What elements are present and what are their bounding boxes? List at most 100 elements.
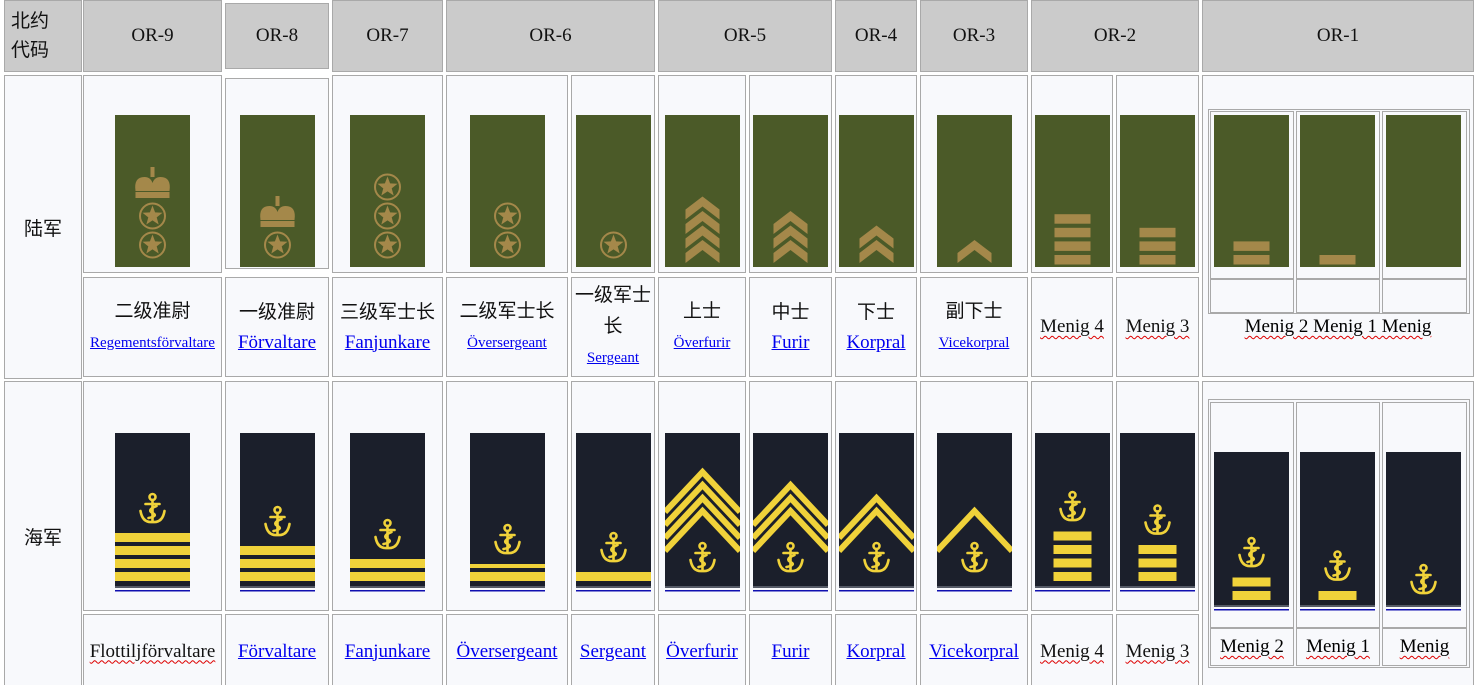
army-rank-link[interactable]: Fanjunkare [344, 331, 431, 353]
army-rank-link[interactable]: Sergeant [586, 350, 640, 366]
chevron-mark [773, 240, 808, 263]
anchor-icon [599, 531, 627, 563]
header-or-4: OR-4 [835, 0, 917, 72]
navy-rank-link[interactable]: Korpral [846, 640, 906, 662]
header-or-9: OR-9 [83, 0, 222, 72]
chevron-mark [664, 480, 740, 528]
chevron-mark [685, 225, 719, 249]
navy-rank-link[interactable]: Förvaltare [237, 640, 317, 662]
bar-mark [1053, 545, 1091, 554]
star-badge-icon [139, 231, 166, 259]
bar-mark [1232, 591, 1271, 600]
navy-rank-cell: Sergeant [571, 614, 655, 685]
rank-code: OR-2 [1093, 25, 1137, 46]
bar-mark [1054, 255, 1090, 265]
navy-rank-cell: Förvaltare [225, 614, 329, 685]
nato-code-label-line1: 北约 [11, 11, 50, 32]
header-or-7: OR-7 [332, 0, 443, 72]
army-shoulder-board [350, 115, 425, 267]
army-shoulder-board [1300, 115, 1375, 267]
army-shoulder-board [1214, 115, 1289, 267]
army-rank-cell: 中士 Furir [749, 277, 832, 377]
bar-mark [1233, 255, 1270, 265]
army-rank-chinese: 三级军士长 [339, 301, 435, 323]
army-rank-cell: 三级军士长 Fanjunkare [332, 277, 443, 377]
anchor-icon [960, 541, 988, 573]
navy-rank-link[interactable]: Furir [771, 640, 810, 662]
anchor-icon [1144, 504, 1171, 535]
chevron-mark [664, 493, 740, 541]
navy-rank-cell: Överfurir [658, 614, 746, 685]
stripe-mark [239, 572, 315, 581]
navy-rank-link[interactable]: Sergeant [579, 640, 647, 662]
army-shoulder-board [664, 115, 740, 267]
bar-mark [1138, 572, 1177, 581]
navy-rank-cell: Menig 4 [1031, 614, 1113, 685]
chevron-mark [685, 196, 719, 220]
army-rank-name: Menig 3 [1125, 316, 1190, 337]
stripe-mark [350, 572, 425, 581]
army-rank-chinese: 一级军士长 [574, 285, 651, 337]
army-rank-chinese: 二级军士长 [459, 300, 555, 322]
army-rank-cell: 一级军士长 Sergeant [571, 277, 655, 377]
army-or1-empty-cell [1296, 279, 1380, 313]
anchor-icon [263, 505, 291, 537]
army-rank-cell: 副下士 Vicekorpral [920, 277, 1028, 377]
army-rank-chinese: 一级准尉 [238, 301, 315, 323]
navy-rank-link[interactable]: Översergeant [456, 640, 558, 662]
navy-rank-name: Menig [1399, 636, 1450, 657]
anchor-icon [374, 518, 401, 550]
army-shoulder-board [1034, 115, 1110, 267]
bar-mark [1139, 255, 1176, 265]
navy-or1-label-cell: Menig [1382, 628, 1467, 666]
bar-mark [1054, 214, 1090, 224]
bar-mark [1138, 545, 1177, 554]
chevron-mark [773, 225, 808, 249]
chevron-mark [859, 240, 893, 263]
army-shoulder-board [936, 115, 1012, 267]
navy-rank-link[interactable]: Överfurir [666, 640, 738, 662]
army-rank-name: Menig 4 [1040, 316, 1104, 337]
army-rank-chinese: 下士 [856, 301, 895, 323]
army-row-header: 陆军 [4, 75, 82, 379]
stripe-mark [239, 546, 315, 555]
army-rank-chinese: 中士 [771, 301, 810, 323]
army-rank-chinese: 副下士 [945, 300, 1003, 322]
army-rank-link[interactable]: Korpral [846, 331, 906, 353]
header-or-5: OR-5 [658, 0, 832, 72]
army-or1-empty-cell [1382, 279, 1467, 313]
chevron-mark [685, 240, 719, 263]
army-rank-cell: 二级军士长 Översergeant [446, 277, 568, 377]
stripe-mark [115, 533, 190, 542]
navy-shoulder-board [350, 433, 425, 592]
navy-shoulder-board [1034, 433, 1110, 592]
army-rank-cell: 一级准尉 Förvaltare [225, 277, 329, 377]
army-rank-cell: 上士 Överfurir [658, 277, 746, 377]
bar-mark [1054, 241, 1090, 251]
navy-rank-name: Menig 2 [1220, 636, 1284, 657]
army-rank-link[interactable]: Furir [771, 331, 810, 353]
army-rank-link[interactable]: Vicekorpral [938, 334, 1010, 351]
army-rank-link[interactable]: Regementsförvaltare [90, 334, 215, 351]
navy-shoulder-board [1214, 452, 1289, 611]
navy-rank-link[interactable]: Vicekorpral [929, 640, 1019, 662]
navy-label: 海军 [23, 527, 62, 549]
army-shoulder-board [115, 115, 190, 267]
navy-rank-link[interactable]: Fanjunkare [344, 640, 431, 662]
army-rank-link[interactable]: Förvaltare [237, 331, 317, 353]
chevron-mark [664, 467, 740, 515]
army-rank-link[interactable]: Översergeant [467, 334, 547, 351]
army-shoulder-board [239, 115, 315, 267]
bar-mark [1054, 227, 1090, 238]
rank-code: OR-7 [366, 25, 409, 46]
navy-shoulder-board [1120, 433, 1195, 592]
header-or-3: OR-3 [920, 0, 1028, 72]
army-rank-link[interactable]: Överfurir [673, 334, 731, 351]
star-badge-icon [374, 202, 401, 230]
chevron-mark [685, 211, 719, 234]
navy-or1-label-cell: Menig 2 [1210, 628, 1294, 666]
anchor-icon [862, 541, 890, 573]
navy-shoulder-board [936, 433, 1012, 592]
header-or-2: OR-2 [1031, 0, 1199, 72]
